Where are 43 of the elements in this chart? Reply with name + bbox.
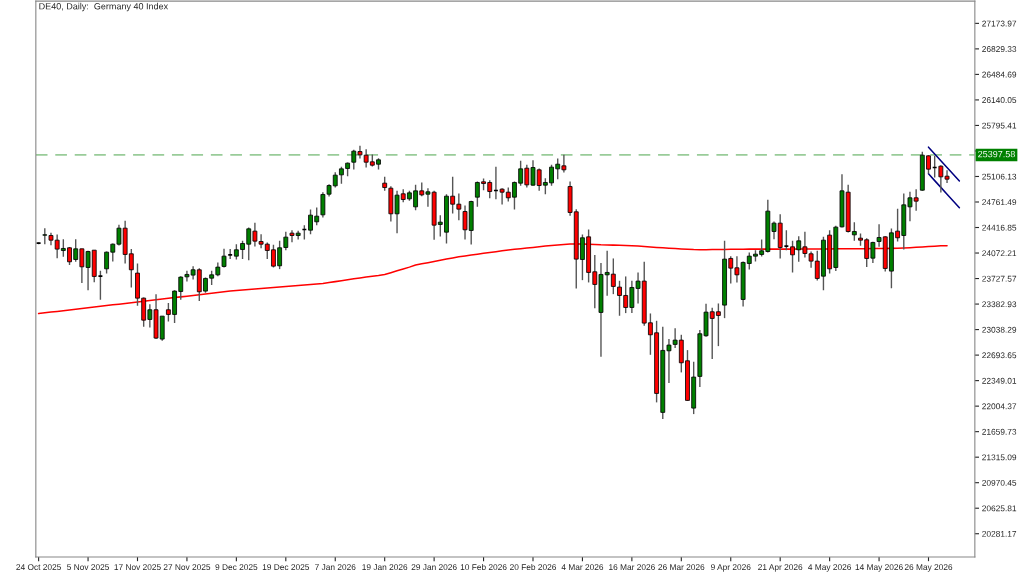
y-tick-label: 25106.13	[982, 173, 1017, 180]
y-tick-label: 24072.21	[982, 250, 1017, 257]
x-tick-label: 26 Mar 2026	[658, 564, 705, 571]
ref-line-label: 25397.58	[978, 150, 1015, 158]
x-tick-label: 27 Nov 2025	[163, 564, 211, 571]
x-tick-label: 9 Apr 2026	[710, 564, 751, 572]
y-tick-label: 24761.49	[982, 199, 1017, 206]
x-tick-label: 19 Dec 2025	[262, 564, 310, 571]
y-tick-label: 23038.29	[982, 326, 1017, 333]
x-tick-label: 7 Jan 2026	[315, 564, 356, 571]
chart-title: DE40, Daily: Germany 40 Index	[39, 2, 169, 12]
x-tick-label: 16 Mar 2026	[609, 564, 655, 571]
y-tick-label: 23727.57	[982, 275, 1017, 282]
line-series	[927, 146, 961, 182]
y-tick-label: 21659.73	[982, 428, 1017, 435]
x-tick-label: 21 Apr 2026	[758, 564, 803, 572]
y-tick-label: 22693.65	[982, 352, 1017, 359]
y-tick-label: 23382.93	[982, 301, 1017, 308]
y-tick-label: 22349.01	[982, 377, 1017, 384]
x-tick-label: 14 May 2026	[855, 564, 903, 572]
x-tick-label: 5 Nov 2025	[67, 564, 110, 571]
y-tick-label: 27173.97	[982, 20, 1017, 27]
x-tick-label: 10 Feb 2026	[460, 563, 507, 571]
x-tick-label: 26 May 2026	[904, 564, 953, 572]
x-tick-label: 9 Dec 2025	[215, 564, 258, 571]
y-tick-label: 25795.41	[982, 122, 1017, 129]
y-tick-label: 21315.09	[982, 454, 1017, 461]
x-tick-label: 20 Feb 2026	[510, 563, 557, 571]
y-tick-label: 20281.17	[982, 530, 1017, 537]
y-tick-label: 20625.81	[982, 505, 1017, 512]
x-tick-label: 19 Jan 2026	[362, 564, 408, 571]
y-tick-label: 26829.33	[982, 46, 1017, 52]
line-series	[927, 173, 961, 209]
x-tick-label: 4 Mar 2026	[561, 564, 604, 571]
x-tick-label: 17 Nov 2025	[114, 564, 161, 571]
y-tick-label: 26484.69	[982, 71, 1017, 78]
x-tick-label: 24 Oct 2025	[16, 564, 61, 571]
y-tick-label: 24416.85	[982, 224, 1017, 231]
y-tick-label: 20970.45	[982, 479, 1017, 486]
x-tick-label: 4 May 2026	[808, 564, 852, 572]
y-tick-label: 26140.05	[982, 97, 1017, 104]
x-tick-label: 29 Jan 2026	[411, 564, 457, 571]
y-tick-label: 22004.37	[982, 403, 1017, 410]
